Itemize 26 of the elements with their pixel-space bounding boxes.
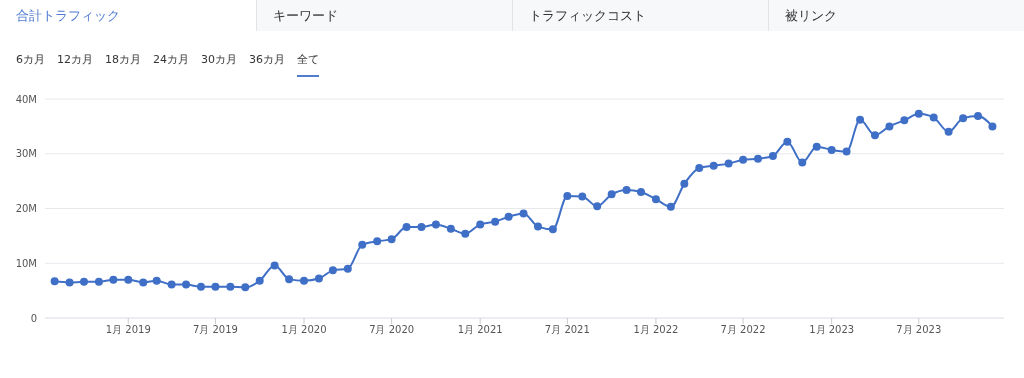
y-tick-label: 30M xyxy=(15,148,37,160)
x-tick-label: 7月 2022 xyxy=(720,324,766,336)
y-tick-label: 0 xyxy=(30,312,37,324)
text: トラフィックコスト xyxy=(512,0,768,31)
text: 36カ月 xyxy=(249,52,285,68)
x-tick-label: 1月 2021 xyxy=(457,324,503,336)
text: 18カ月 xyxy=(105,52,141,68)
text: 全て xyxy=(297,52,319,77)
text: 6カ月 xyxy=(16,52,45,68)
text: 12カ月 xyxy=(57,52,93,68)
x-tick-label: 1月 2022 xyxy=(633,324,679,336)
x-tick-label: 7月 2023 xyxy=(896,324,942,336)
x-tick-label: 7月 2020 xyxy=(369,324,415,336)
text: 24カ月 xyxy=(153,52,189,68)
x-tick-label: 7月 2021 xyxy=(544,324,590,336)
text: 30カ月 xyxy=(201,52,237,68)
text: 合計トラフィック xyxy=(0,0,256,31)
text: キーワード xyxy=(256,0,512,31)
y-tick-label: 10M xyxy=(15,257,37,269)
x-tick-label: 1月 2019 xyxy=(105,324,151,336)
y-tick-label: 20M xyxy=(15,203,37,215)
text: 被リンク xyxy=(768,0,1024,31)
x-tick-label: 7月 2019 xyxy=(192,324,238,336)
x-tick-label: 1月 2023 xyxy=(809,324,855,336)
y-tick-label: 40M xyxy=(15,93,37,105)
x-tick-label: 1月 2020 xyxy=(281,324,327,336)
